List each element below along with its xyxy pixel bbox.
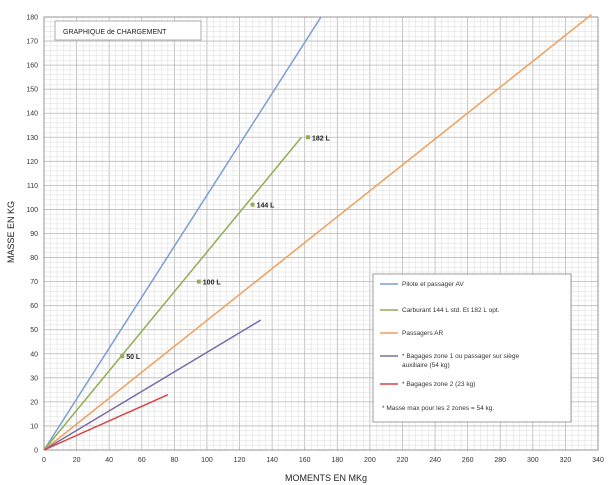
x-tick-label: 120 [234,457,246,464]
x-tick-label: 180 [331,457,343,464]
chart-title: GRAPHIQUE de CHARGEMENT [63,29,167,36]
y-axis-title: MASSE EN KG [6,201,16,263]
y-tick-label: 150 [26,87,38,94]
x-tick-label: 220 [397,457,409,464]
x-tick-label: 200 [364,457,376,464]
y-tick-label: 110 [27,183,38,190]
x-tick-label: 300 [527,457,539,464]
series-line-1 [43,16,322,451]
x-tick-label: 20 [73,457,81,464]
legend: Pilote et passager AV Carburant 144 L std… [372,273,572,423]
y-tick-label: 160 [26,63,38,70]
legend-label: * Bagages zone 1 ou passager sur siège [402,353,519,360]
series-line-3 [43,14,592,451]
series-line-5 [43,393,169,451]
y-tick-label: 140 [26,111,38,118]
series-line-2 [43,136,303,451]
y-tick-label: 30 [30,375,38,382]
x-tick-label: 60 [138,457,146,464]
x-tick-label: 160 [299,457,311,464]
x-tick-label: 280 [494,457,506,464]
x-tick-label: 260 [462,457,474,464]
x-tick-label: 140 [266,457,278,464]
legend-label: Carburant 144 L std. Et 182 L opt. [402,307,500,314]
y-tick-label: 60 [30,303,38,310]
x-tick-label: 320 [560,457,572,464]
y-tick-label: 130 [26,135,38,142]
series-line-4 [43,319,262,451]
y-tick-label: 10 [30,423,38,430]
x-tick-label: 80 [170,457,178,464]
x-axis-title: MOMENTS EN MKg [285,473,367,483]
chart-title-box: GRAPHIQUE de CHARGEMENT [54,20,202,41]
y-tick-label: 100 [26,207,38,214]
fuel-marker [196,279,201,284]
y-tick-label: 120 [26,159,38,166]
y-tick-label: 40 [30,351,38,358]
y-tick-label: 50 [30,327,38,334]
series-lines [43,14,592,451]
legend-box [372,273,572,423]
fuel-marker [305,135,310,140]
x-tick-label: 100 [201,457,213,464]
fuel-annotation: 182 L [312,135,331,142]
fuel-annotation: 100 L [203,280,222,287]
y-tick-label: 70 [30,279,38,286]
legend-note: * Masse max pour les 2 zones = 54 kg. [382,405,494,412]
x-tick-label: 40 [105,457,113,464]
y-tick-label: 180 [26,15,38,22]
y-tick-label: 20 [30,399,38,406]
legend-label-cont: auxiliaire (54 kg) [402,362,450,369]
y-tick-label: 80 [30,255,38,262]
legend-label: Pilote et passager AV [402,281,464,288]
x-tick-label: 240 [429,457,441,464]
y-tick-label: 90 [30,231,38,238]
y-tick-label: 0 [34,448,38,455]
fuel-annotation: 144 L [257,203,276,210]
fuel-marker [250,202,255,207]
fuel-marker [120,354,125,359]
x-tick-label: 340 [592,457,604,464]
x-tick-label: 0 [42,457,46,464]
y-tick-label: 170 [26,39,38,46]
fuel-annotation: 50 L [126,354,141,361]
annotations: 50 L 100 L 144 L 182 L [120,135,331,361]
grid-lines [43,16,599,451]
legend-label: * Bagages zone 2 (23 kg) [402,381,475,388]
legend-label: Passagers AR [402,330,443,337]
